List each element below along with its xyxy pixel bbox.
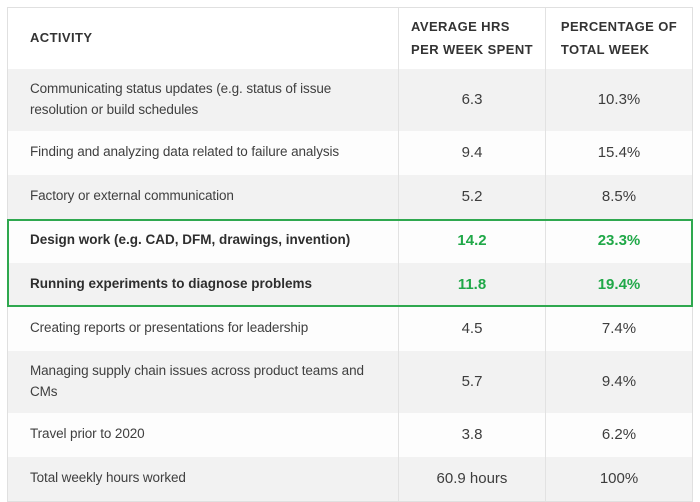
activities-table: ACTIVITY AVERAGE HRS PER WEEK SPENT PERC…: [7, 7, 693, 502]
percent-cell: 100%: [545, 456, 692, 501]
activity-cell: Communicating status updates (e.g. statu…: [30, 81, 332, 117]
table-row: Running experiments to diagnose problems…: [8, 262, 692, 307]
activity-cell: Managing supply chain issues across prod…: [30, 362, 364, 399]
header-activity: ACTIVITY: [30, 30, 93, 46]
header-percentage: PERCENTAGE OF TOTAL WEEK: [545, 8, 692, 69]
activity-cell: Running experiments to diagnose problems: [30, 276, 313, 292]
percent-cell: 6.2%: [545, 412, 692, 457]
header-avg-hours-label: AVERAGE HRS PER WEEK SPENT: [411, 18, 533, 57]
hours-cell: 5.7: [398, 350, 545, 413]
hours-cell: 5.2: [398, 174, 545, 219]
hours-cell: 11.8: [398, 262, 545, 307]
header-percentage-label: PERCENTAGE OF TOTAL WEEK: [560, 18, 678, 57]
table-row: Communicating status updates (e.g. statu…: [8, 69, 692, 131]
header-avg-hours: AVERAGE HRS PER WEEK SPENT: [398, 8, 545, 69]
hours-cell: 9.4: [398, 130, 545, 175]
percent-cell: 15.4%: [545, 130, 692, 175]
hours-cell: 4.5: [398, 306, 545, 351]
table-row: Finding and analyzing data related to fa…: [8, 130, 692, 175]
table-row: Factory or external communication 5.2 8.…: [8, 174, 692, 219]
hours-cell: 6.3: [398, 69, 545, 131]
hours-cell: 60.9 hours: [398, 456, 545, 501]
table-row: Travel prior to 2020 3.8 6.2%: [8, 412, 692, 457]
percent-cell: 19.4%: [545, 262, 692, 307]
highlight-group: Design work (e.g. CAD, DFM, drawings, in…: [7, 218, 693, 307]
table-row: Managing supply chain issues across prod…: [8, 350, 692, 413]
hours-cell: 14.2: [398, 218, 545, 263]
percent-cell: 23.3%: [545, 218, 692, 263]
percent-cell: 10.3%: [545, 69, 692, 131]
activity-cell: Travel prior to 2020: [30, 426, 145, 442]
activity-cell: Total weekly hours worked: [30, 470, 186, 486]
hours-cell: 3.8: [398, 412, 545, 457]
percent-cell: 7.4%: [545, 306, 692, 351]
activity-cell: Creating reports or presentations for le…: [30, 320, 309, 336]
percent-cell: 8.5%: [545, 174, 692, 219]
activity-cell: Factory or external communication: [30, 188, 234, 204]
percent-cell: 9.4%: [545, 350, 692, 413]
table-row: Creating reports or presentations for le…: [8, 306, 692, 351]
table-row: Total weekly hours worked 60.9 hours 100…: [8, 456, 692, 501]
table-row: Design work (e.g. CAD, DFM, drawings, in…: [8, 218, 692, 263]
activity-cell: Design work (e.g. CAD, DFM, drawings, in…: [30, 232, 351, 248]
activity-cell: Finding and analyzing data related to fa…: [30, 144, 340, 160]
table-header: ACTIVITY AVERAGE HRS PER WEEK SPENT PERC…: [8, 8, 692, 69]
